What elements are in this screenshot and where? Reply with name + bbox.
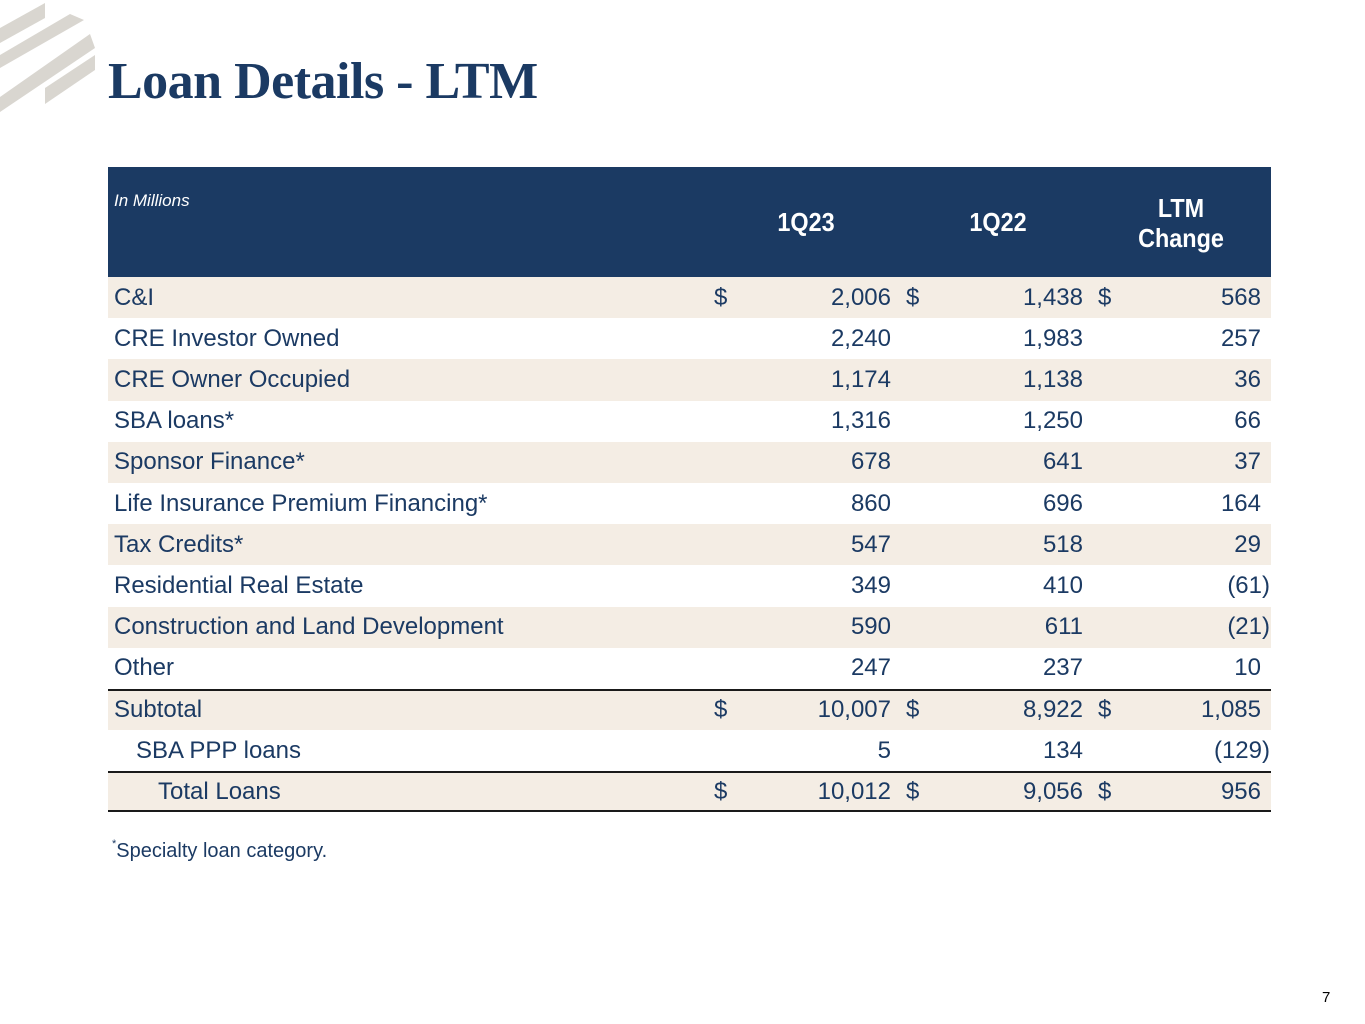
value-1q22: 134 <box>1042 736 1083 764</box>
currency-symbol: $ <box>906 283 920 311</box>
table-row: Tax Credits* 547 518 29 <box>108 524 1271 566</box>
currency-symbol: $ <box>714 696 728 724</box>
value-ltm-change: 956 <box>1220 777 1261 805</box>
value-1q23: 10,007 <box>817 696 891 724</box>
value-1q22: 9,056 <box>1022 777 1083 805</box>
row-label: Life Insurance Premium Financing* <box>114 489 488 517</box>
value-1q22: 1,438 <box>1022 283 1083 311</box>
value-1q23: 349 <box>850 571 891 599</box>
currency-symbol: $ <box>906 777 920 805</box>
value-1q23: 860 <box>850 489 891 517</box>
value-1q22: 696 <box>1042 489 1083 517</box>
row-label: C&I <box>114 283 155 311</box>
value-1q22: 1,138 <box>1022 365 1083 393</box>
table-header: In Millions 1Q23 1Q22 LTM Change <box>108 167 1271 277</box>
footnote-marker: * <box>112 838 117 850</box>
column-header-1q23: 1Q23 <box>777 207 835 237</box>
footnote-text: Specialty loan category. <box>116 840 328 862</box>
value-1q22: 518 <box>1042 530 1083 558</box>
currency-symbol: $ <box>1098 777 1112 805</box>
units-label: In Millions <box>114 191 190 210</box>
currency-symbol: $ <box>1098 283 1112 311</box>
table-row: SBA loans* 1,316 1,250 66 <box>108 401 1271 442</box>
value-1q22: 1,250 <box>1022 407 1083 435</box>
page-number: 7 <box>1322 989 1331 1006</box>
value-1q23: 5 <box>877 736 891 764</box>
row-label: Construction and Land Development <box>114 613 504 641</box>
table-row: Life Insurance Premium Financing* 860 69… <box>108 483 1271 524</box>
currency-symbol: $ <box>906 696 920 724</box>
table-row: Sponsor Finance* 678 641 37 <box>108 441 1271 483</box>
value-1q22: 611 <box>1044 613 1083 641</box>
value-1q22: 8,922 <box>1022 696 1083 724</box>
currency-symbol: $ <box>1098 696 1112 724</box>
value-ltm-change: 257 <box>1220 324 1261 352</box>
row-label: Residential Real Estate <box>114 571 364 599</box>
row-label: Other <box>114 654 175 682</box>
value-1q23: 1,174 <box>830 365 891 393</box>
value-1q23: 2,006 <box>830 283 891 311</box>
currency-symbol: $ <box>714 283 728 311</box>
value-ltm-change: 36 <box>1234 365 1261 393</box>
row-label: CRE Owner Occupied <box>114 365 351 393</box>
column-header-ltm-line1: LTM <box>1157 193 1205 223</box>
value-ltm-change: (129) <box>1213 736 1270 764</box>
value-ltm-change: 37 <box>1234 448 1261 476</box>
value-ltm-change: 66 <box>1234 407 1261 435</box>
row-label: Subtotal <box>114 696 203 724</box>
table-row: Construction and Land Development 590 61… <box>108 606 1271 648</box>
value-1q23: 678 <box>850 448 891 476</box>
total-row: Total Loans $ 10,012 $ 9,056 $ 956 <box>108 771 1271 813</box>
table-row: CRE Owner Occupied 1,174 1,138 36 <box>108 359 1271 401</box>
table-row: Residential Real Estate 349 410 (61) <box>108 565 1271 606</box>
table-row: C&I $ 2,006 $ 1,438 $ 568 <box>108 277 1271 319</box>
value-1q22: 237 <box>1042 654 1083 682</box>
value-1q23: 247 <box>850 654 891 682</box>
row-label: SBA loans* <box>114 407 235 435</box>
loan-details-table: In Millions 1Q23 1Q22 LTM Change C&I $ 2… <box>108 167 1271 813</box>
table-row: SBA PPP loans 5 134 (129) <box>108 730 1271 771</box>
value-1q23: 2,240 <box>830 324 891 352</box>
row-label: Tax Credits* <box>114 530 244 558</box>
table-row: Other 247 237 10 <box>108 648 1271 689</box>
subtotal-row: Subtotal $ 10,007 $ 8,922 $ 1,085 <box>108 688 1271 731</box>
value-ltm-change: 29 <box>1234 530 1261 558</box>
value-ltm-change: (61) <box>1227 571 1270 599</box>
currency-symbol: $ <box>714 777 728 805</box>
value-1q22: 410 <box>1042 571 1083 599</box>
column-header-ltm-line2: Change <box>1138 223 1224 253</box>
value-ltm-change: 10 <box>1234 654 1261 682</box>
footnote: *Specialty loan category. <box>112 838 328 863</box>
row-label: Total Loans <box>158 777 281 805</box>
value-1q23: 590 <box>850 613 891 641</box>
value-ltm-change: (21) <box>1227 613 1270 641</box>
value-1q23: 1,316 <box>830 407 891 435</box>
row-label: Sponsor Finance* <box>114 448 305 476</box>
value-ltm-change: 1,085 <box>1200 696 1261 724</box>
column-header-ltm-change: LTM Change <box>1124 193 1237 253</box>
table-row: CRE Investor Owned 2,240 1,983 257 <box>108 318 1271 359</box>
row-label: SBA PPP loans <box>136 736 301 764</box>
value-1q23: 10,012 <box>817 777 891 805</box>
logo-stripes <box>0 3 95 112</box>
page-title: Loan Details - LTM <box>108 53 538 110</box>
column-header-1q22: 1Q22 <box>969 207 1027 237</box>
value-1q22: 1,983 <box>1022 324 1083 352</box>
value-1q23: 547 <box>850 530 891 558</box>
row-label: CRE Investor Owned <box>114 324 340 352</box>
value-ltm-change: 568 <box>1220 283 1261 311</box>
value-1q22: 641 <box>1042 448 1083 476</box>
value-ltm-change: 164 <box>1220 489 1261 517</box>
